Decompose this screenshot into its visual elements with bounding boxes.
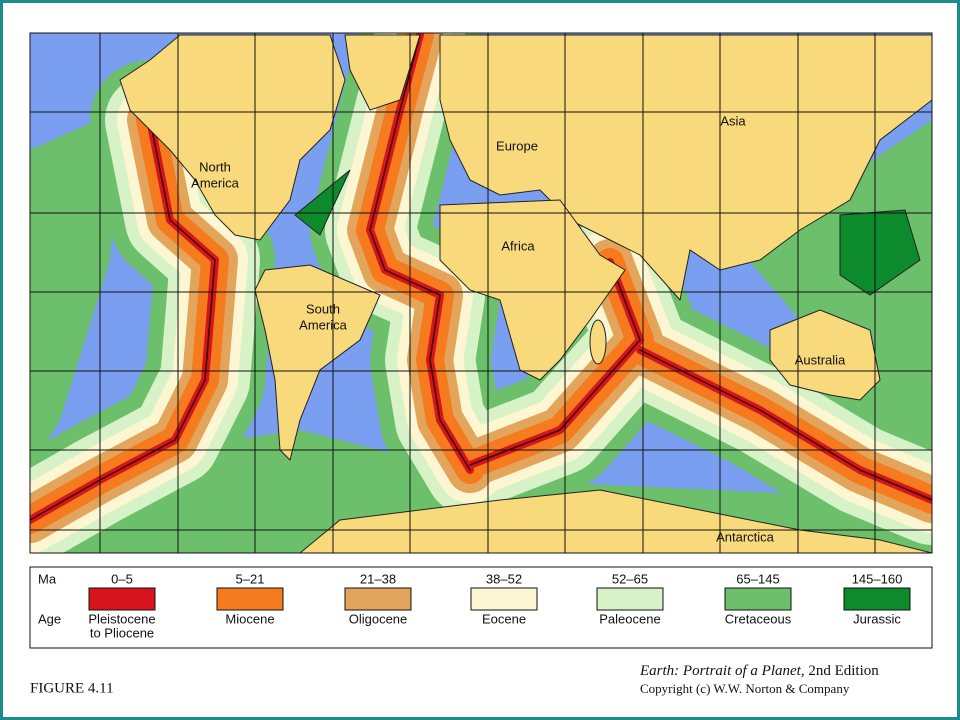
place-label: South xyxy=(306,301,340,316)
place-label: Asia xyxy=(720,113,746,128)
graticule xyxy=(30,33,932,553)
legend-range: 52–65 xyxy=(612,571,648,586)
legend-swatch xyxy=(843,587,911,611)
legend-ma-label: Ma xyxy=(38,571,57,586)
continents xyxy=(119,34,932,553)
book-edition: , 2nd Edition xyxy=(801,663,879,679)
legend-swatch xyxy=(724,587,792,611)
map-border xyxy=(29,32,933,554)
book-reference: Earth: Portrait of a Planet, 2nd Edition xyxy=(639,663,879,679)
legend-range: 65–145 xyxy=(736,571,779,586)
legend-age: Cretaceous xyxy=(725,611,792,626)
jurassic-region xyxy=(294,169,351,236)
legend-age: to Pliocene xyxy=(90,625,154,640)
copyright: Copyright (c) W.W. Norton & Company xyxy=(640,681,850,696)
legend-age: Eocene xyxy=(482,611,526,626)
place-label: Antarctica xyxy=(716,529,775,544)
legend-range: 145–160 xyxy=(852,571,903,586)
legend-age: Jurassic xyxy=(853,611,901,626)
legend-swatch xyxy=(596,587,664,611)
legend-swatch xyxy=(216,587,284,611)
seafloor-region xyxy=(30,110,120,470)
legend-range: 0–5 xyxy=(111,571,133,586)
legend-age: Pleistocene xyxy=(88,611,155,626)
figure-number: FIGURE 4.11 xyxy=(30,680,114,696)
seafloor-region xyxy=(740,120,932,450)
legend-swatch xyxy=(88,587,156,611)
legend-range: 5–21 xyxy=(236,571,265,586)
legend-range: 38–52 xyxy=(486,571,522,586)
legend-age: Miocene xyxy=(225,611,274,626)
legend-age-label: Age xyxy=(38,611,61,626)
place-label: North xyxy=(199,159,231,174)
legend-age: Paleocene xyxy=(599,611,660,626)
legend-swatch xyxy=(470,587,538,611)
book-title: Earth: Portrait of a Planet xyxy=(639,663,802,679)
legend-range: 21–38 xyxy=(360,571,396,586)
place-label: Europe xyxy=(496,138,538,153)
map xyxy=(30,33,932,553)
place-label: Australia xyxy=(795,352,846,367)
legend-swatch xyxy=(344,587,412,611)
place-label: America xyxy=(191,175,239,190)
place-label: Africa xyxy=(501,238,535,253)
legend-age: Oligocene xyxy=(349,611,408,626)
jurassic-region xyxy=(839,209,921,296)
place-label: America xyxy=(299,317,347,332)
